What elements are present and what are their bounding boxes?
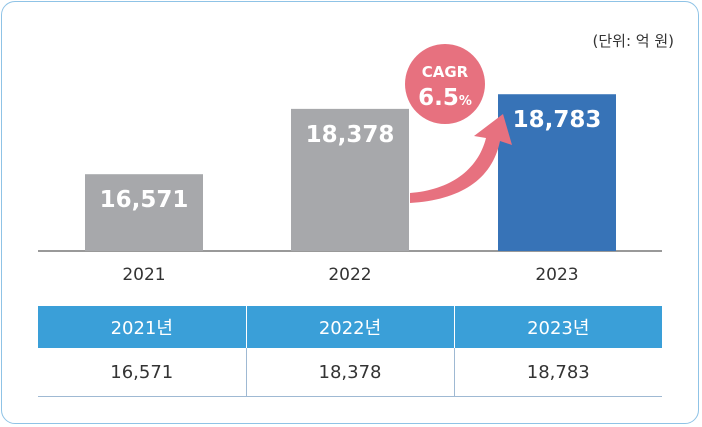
bar-2021 xyxy=(85,174,203,251)
bar-value-label-2021: 16,571 xyxy=(100,187,189,213)
x-tick-label-2023: 2023 xyxy=(535,265,578,285)
table-cell-2022: 18,378 xyxy=(245,348,454,397)
table-header-2022: 2022년 xyxy=(245,306,454,348)
bar-value-label-2023: 18,783 xyxy=(513,107,602,133)
x-tick-label-2022: 2022 xyxy=(328,265,371,285)
growth-arrow xyxy=(410,114,512,203)
table-row: 16,571 18,378 18,783 xyxy=(38,348,662,397)
cagr-value: 6.5 xyxy=(418,85,459,111)
table-header-2021: 2021년 xyxy=(38,306,246,348)
bars-group: 16,571 18,378 18,783 xyxy=(85,94,616,251)
cagr-bubble: CAGR 6.5% xyxy=(405,44,485,124)
x-tick-label-2021: 2021 xyxy=(122,265,165,285)
table-header-2023: 2023년 xyxy=(453,306,662,348)
bar-chart: 16,571 18,378 18,783 2021 2022 2023 CAGR 6.5… xyxy=(38,44,662,285)
bar-value-label-2022: 18,378 xyxy=(306,122,395,148)
cagr-label: CAGR xyxy=(422,63,469,81)
tick-labels-group: 2021 2022 2023 xyxy=(122,265,578,285)
table-cell-2021: 16,571 xyxy=(38,348,246,397)
table-cell-2023: 18,783 xyxy=(453,348,662,397)
cagr-percent-sign: % xyxy=(459,94,472,109)
table-header-row: 2021년 2022년 2023년 xyxy=(38,306,662,348)
unit-label: (단위: 억 원) xyxy=(592,32,675,50)
bar-2022 xyxy=(291,108,409,251)
data-table: 2021년 2022년 2023년 16,571 18,378 18,783 xyxy=(38,306,662,397)
cagr-value-text: 6.5% xyxy=(418,85,472,111)
bar-2023 xyxy=(498,94,616,251)
